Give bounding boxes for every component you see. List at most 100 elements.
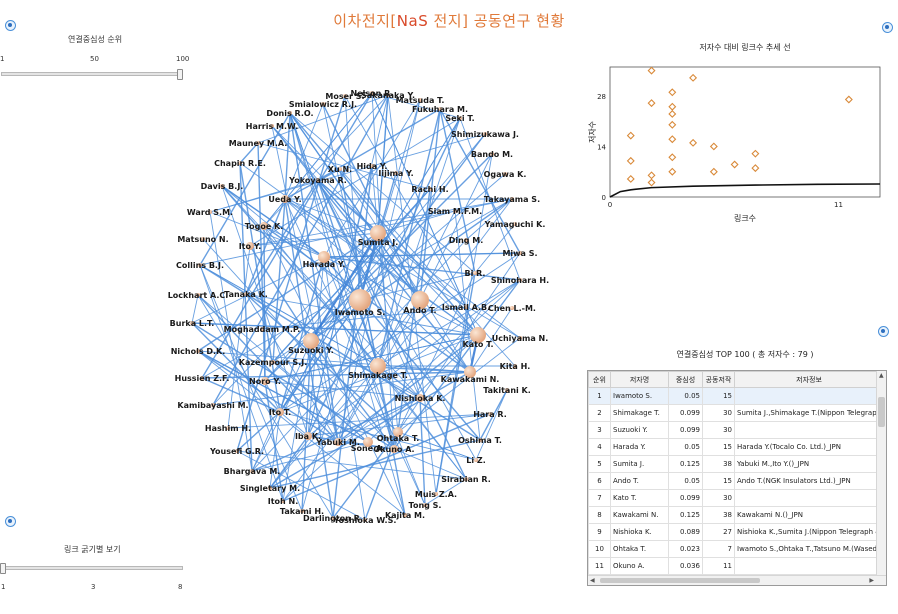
network-node-label[interactable]: Sumita J.: [358, 238, 399, 247]
network-node-label[interactable]: Matsuno N.: [177, 235, 228, 244]
network-node[interactable]: [281, 499, 285, 503]
network-node-label[interactable]: Takayama S.: [484, 195, 540, 204]
network-node-label[interactable]: Davis B.J.: [201, 182, 244, 191]
network-node[interactable]: [488, 412, 492, 416]
network-node[interactable]: [349, 289, 371, 311]
network-node-label[interactable]: Ward S.M.: [187, 208, 233, 217]
network-node-label[interactable]: Donis R.O.: [266, 109, 313, 118]
network-node[interactable]: [464, 477, 468, 481]
network-node-label[interactable]: Kita H.: [500, 362, 531, 371]
network-node[interactable]: [483, 132, 487, 136]
network-node-label[interactable]: Ismail A.B.: [442, 303, 490, 312]
network-node[interactable]: [518, 336, 522, 340]
network-node-label[interactable]: Muis Z.A.: [415, 490, 457, 499]
network-node[interactable]: [256, 141, 260, 145]
network-node-label[interactable]: Itoh N.: [268, 497, 299, 506]
network-node-label[interactable]: Sirabian R.: [441, 475, 491, 484]
network-node-label[interactable]: Takitani K.: [483, 386, 531, 395]
network-node-label[interactable]: Chapin R.E.: [214, 159, 266, 168]
horizontal-scroll-thumb[interactable]: [600, 578, 760, 583]
network-node[interactable]: [250, 469, 254, 473]
scroll-up-icon[interactable]: ▲: [879, 372, 884, 379]
centrality-slider-thumb[interactable]: [177, 69, 183, 80]
network-node[interactable]: [510, 306, 514, 310]
column-header[interactable]: 순위: [588, 371, 611, 388]
network-node[interactable]: [370, 225, 386, 241]
settings-icon[interactable]: [5, 516, 16, 527]
column-header[interactable]: 저자명: [610, 371, 669, 388]
network-node-label[interactable]: Noro Y.: [249, 377, 281, 386]
network-node[interactable]: [418, 98, 422, 102]
table-row[interactable]: 1 Iwamoto S. 0.05 15: [588, 387, 885, 405]
network-node-label[interactable]: Matsuda T.: [396, 96, 445, 105]
table-row[interactable]: 2 Shimakage T. 0.099 30 Sumita J.,Shimakage …: [588, 404, 885, 422]
network-node-label[interactable]: Yokoyama R.: [288, 176, 347, 185]
network-node[interactable]: [244, 292, 248, 296]
table-row[interactable]: 9 Nishioka K. 0.089 27 Nishioka K.,Sumita J.…: [588, 523, 885, 541]
network-node-label[interactable]: Iijima Y.: [378, 169, 413, 178]
network-node[interactable]: [434, 492, 438, 496]
network-node[interactable]: [196, 293, 200, 297]
network-node[interactable]: [363, 437, 373, 447]
vertical-scrollbar[interactable]: ▲: [876, 371, 886, 575]
network-node[interactable]: [394, 171, 398, 175]
network-node[interactable]: [478, 438, 482, 442]
settings-icon[interactable]: [878, 326, 889, 337]
network-node-label[interactable]: Kawakami N.: [441, 375, 500, 384]
network-node[interactable]: [513, 364, 517, 368]
network-node[interactable]: [190, 321, 194, 325]
network-node-label[interactable]: Ding M.: [449, 236, 484, 245]
table-row[interactable]: 3 Suzuoki Y. 0.099 30: [588, 421, 885, 439]
network-node-label[interactable]: Li Z.: [466, 456, 485, 465]
network-node-label[interactable]: Yousefi G.R.: [209, 447, 264, 456]
network-node-label[interactable]: Bando M.: [471, 150, 513, 159]
network-node[interactable]: [518, 251, 522, 255]
column-header[interactable]: 저자정보: [733, 371, 885, 388]
network-node-label[interactable]: Ando T.: [403, 306, 436, 315]
column-header[interactable]: 중심성: [668, 371, 703, 388]
network-node[interactable]: [416, 394, 424, 402]
network-node[interactable]: [196, 349, 200, 353]
network-node[interactable]: [303, 333, 319, 349]
network-node-label[interactable]: Iwamoto S.: [335, 308, 386, 317]
network-node-label[interactable]: Kato T.: [463, 340, 494, 349]
coauthor-network-graph[interactable]: Nelson R.Sakanaka Y.Moser S. Matsuda T. Sm…: [150, 40, 590, 540]
network-node-label[interactable]: Kamibayashi M.: [177, 401, 248, 410]
network-node-label[interactable]: Moghaddam M.P.: [224, 325, 301, 334]
network-node[interactable]: [300, 509, 304, 513]
network-node[interactable]: [423, 503, 427, 507]
network-node[interactable]: [200, 376, 204, 380]
network-node[interactable]: [270, 124, 274, 128]
network-node-label[interactable]: Moser S.: [325, 92, 364, 101]
network-node[interactable]: [281, 195, 289, 203]
network-node-label[interactable]: Hussien Z.F.: [175, 374, 230, 383]
network-node[interactable]: [235, 449, 239, 453]
table-row[interactable]: 6 Ando T. 0.05 15 Ando T.(NGK Insulators Ltd…: [588, 472, 885, 490]
network-node-label[interactable]: Fukuhara M.: [412, 105, 468, 114]
table-row[interactable]: 10 Ohtaka T. 0.023 7 Iwamoto S.,Ohtaka T.,Ta…: [588, 540, 885, 558]
network-node[interactable]: [513, 222, 517, 226]
network-node-label[interactable]: Singletary M.: [240, 484, 300, 493]
network-node[interactable]: [458, 116, 462, 120]
network-node-label[interactable]: Iba K.: [295, 432, 321, 441]
table-row[interactable]: 7 Kato T. 0.099 30: [588, 489, 885, 507]
network-node[interactable]: [505, 388, 509, 392]
horizontal-scrollbar[interactable]: ◀ ▶: [588, 575, 886, 585]
network-node-label[interactable]: Lockhart A.C.: [168, 291, 229, 300]
network-node[interactable]: [464, 366, 476, 378]
network-node-label[interactable]: Tanaka K.: [224, 290, 268, 299]
network-node-label[interactable]: Nelson R.: [351, 89, 394, 98]
network-node[interactable]: [208, 210, 212, 214]
network-node-label[interactable]: Kazempour S.J.: [239, 358, 307, 367]
column-header[interactable]: 공동저작: [702, 371, 735, 388]
network-node-label[interactable]: Smialowicz R.J.: [289, 100, 357, 109]
network-node-label[interactable]: Tong S.: [409, 501, 442, 510]
network-node-label[interactable]: Harada Y.: [303, 260, 346, 269]
network-node-label[interactable]: Ogawa K.: [484, 170, 527, 179]
network-node-label[interactable]: Shimakage T.: [348, 371, 408, 380]
network-node-label[interactable]: Bhargava M.: [224, 467, 281, 476]
network-node[interactable]: [338, 167, 342, 171]
network-node-label[interactable]: Sone A.: [351, 444, 386, 453]
network-node[interactable]: [490, 152, 494, 156]
table-row[interactable]: 11 Okuno A. 0.036 11: [588, 557, 885, 575]
